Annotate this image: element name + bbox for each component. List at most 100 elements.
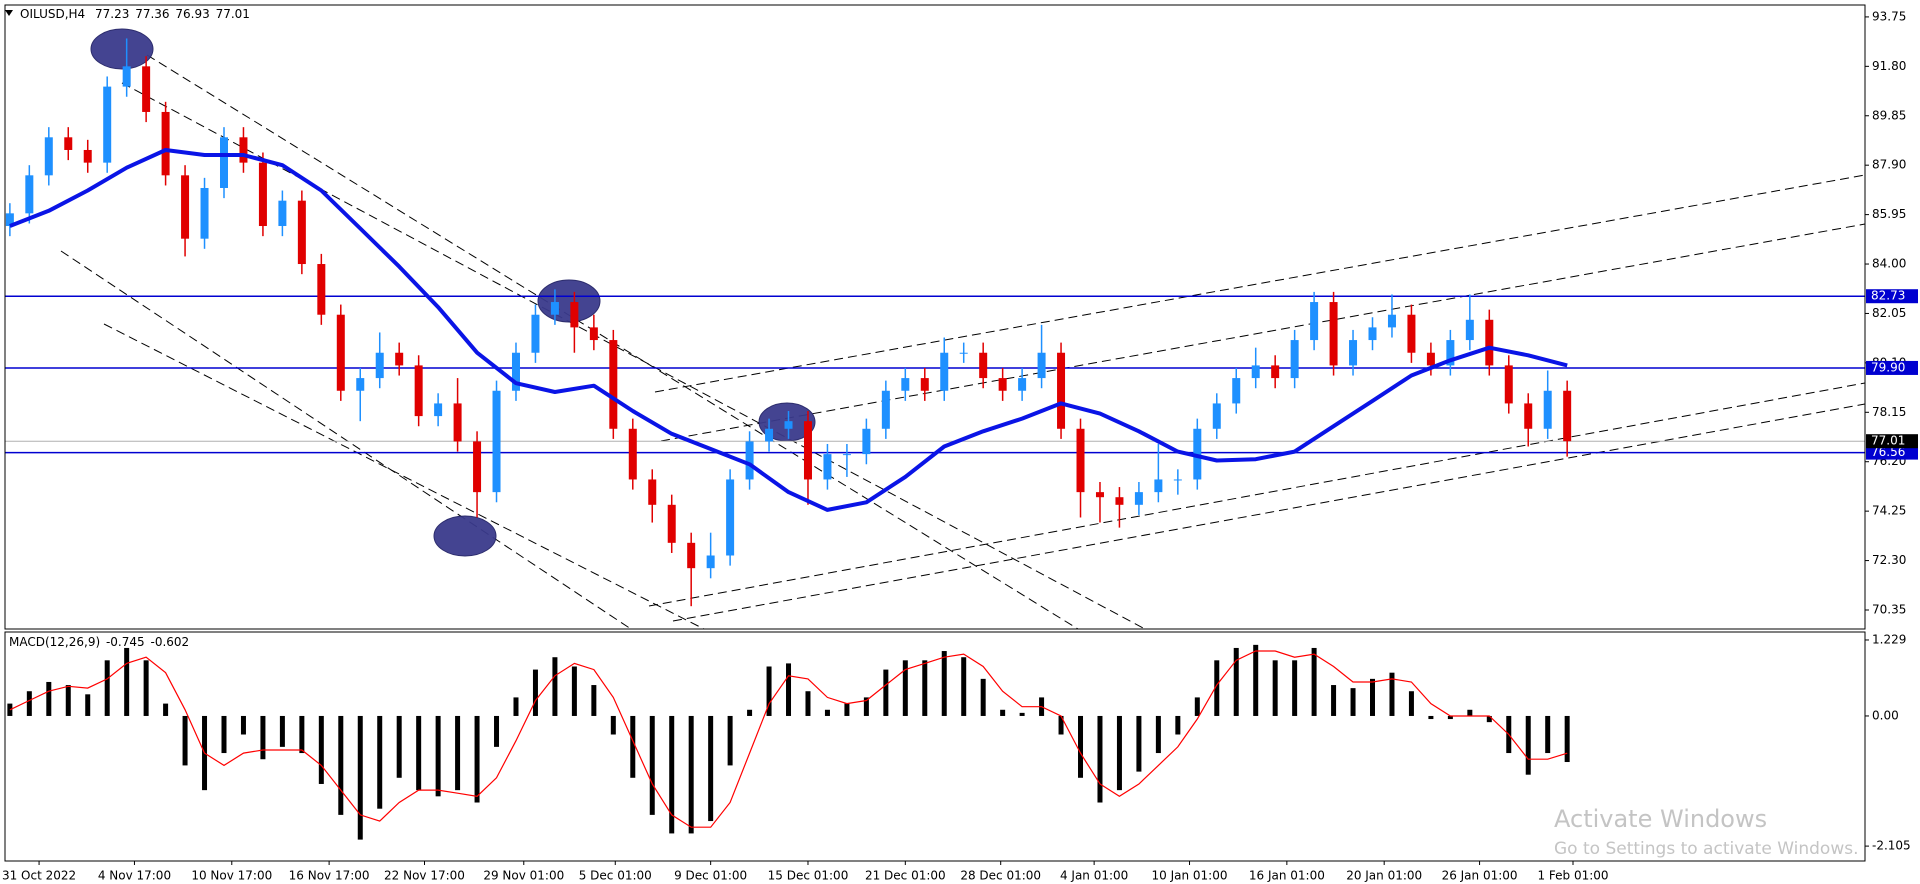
x-tick-label: 9 Dec 01:00	[674, 869, 747, 883]
macd-bar	[649, 715, 655, 815]
last-open: 77.23	[95, 7, 129, 21]
candle-body	[1504, 365, 1513, 404]
watermark-subtitle: Go to Settings to activate Windows.	[1554, 839, 1859, 859]
macd-bar	[1447, 715, 1453, 720]
candle-body	[5, 213, 14, 227]
candle-body	[862, 428, 871, 455]
candle-body	[784, 421, 793, 429]
macd-bar	[1116, 715, 1122, 791]
macd-bar	[552, 657, 558, 716]
macd-bar	[630, 715, 636, 778]
macd-bar	[163, 703, 169, 716]
macd-bar	[1564, 715, 1570, 763]
macd-bar	[669, 715, 675, 834]
macd-bar	[708, 715, 714, 822]
candle-body	[1349, 340, 1358, 366]
level-label-box	[1866, 360, 1918, 375]
candle-body	[628, 428, 637, 480]
candle-body	[1018, 378, 1027, 391]
trend-line	[660, 223, 1865, 442]
macd-bar	[786, 663, 792, 716]
trend-line	[60, 250, 632, 629]
chart-header: OILUSD,H4 77.23 77.36 76.93 77.01	[20, 7, 250, 21]
plot-layer	[5, 38, 1865, 840]
macd-bar	[1350, 688, 1356, 716]
candle-body	[842, 454, 851, 456]
trend-line	[121, 82, 1146, 629]
macd-bar	[1428, 715, 1434, 720]
x-tick-label: 10 Nov 17:00	[191, 869, 272, 883]
macd-bar	[377, 715, 383, 809]
x-tick-label: 16 Jan 01:00	[1249, 869, 1325, 883]
macd-bar	[1525, 715, 1531, 775]
macd-bar	[182, 715, 188, 766]
macd-bar	[26, 691, 32, 716]
macd-bar	[1136, 715, 1142, 772]
candle-body	[550, 302, 559, 315]
candle-body	[1037, 352, 1046, 379]
candle-body	[122, 66, 131, 87]
candle-body	[1543, 390, 1552, 429]
macd-bar	[824, 709, 830, 716]
y-tick-label: 72.30	[1872, 553, 1906, 567]
last-close: 77.01	[216, 7, 250, 21]
drawings	[60, 28, 1865, 629]
candle-body	[492, 390, 501, 493]
macd-y-tick-label: 0.00	[1872, 708, 1899, 722]
macd-bar	[124, 647, 130, 716]
candle-body	[1095, 492, 1104, 498]
macd-bar	[396, 715, 402, 778]
macd-bar	[883, 669, 889, 716]
macd-bar	[260, 715, 266, 760]
trend-line	[103, 323, 705, 629]
macd-bar	[766, 666, 772, 716]
macd-bar	[961, 657, 967, 716]
candle-body	[803, 421, 812, 480]
candle-body	[609, 340, 618, 429]
macd-y-tick-label: 1.229	[1872, 632, 1906, 646]
symbol: OILUSD,H4	[20, 7, 85, 21]
candle-body	[920, 378, 929, 391]
x-tick-label: 10 Jan 01:00	[1152, 869, 1228, 883]
candle-body	[25, 175, 34, 214]
macd-pane-frame	[4, 631, 1866, 862]
macd-bar	[1253, 644, 1259, 716]
y-tick-label: 78.15	[1872, 405, 1906, 419]
candle-body	[200, 187, 209, 239]
x-tick-label: 4 Jan 01:00	[1060, 869, 1128, 883]
y-tick-label: 91.80	[1872, 59, 1906, 73]
macd-bar	[863, 697, 869, 716]
macd-bar	[435, 715, 441, 797]
candle-body	[83, 149, 92, 163]
macd-bar	[1019, 712, 1025, 716]
candle-body	[959, 352, 968, 354]
candle-body	[1271, 365, 1280, 379]
macd-bar	[65, 685, 71, 716]
candle-body	[1134, 492, 1143, 505]
candle-body	[687, 542, 696, 569]
candle-body	[1426, 352, 1435, 366]
candle-body	[1387, 314, 1396, 328]
macd-bar	[299, 715, 305, 754]
x-tick-label: 22 Nov 17:00	[384, 869, 465, 883]
highlight-ellipse	[433, 515, 497, 557]
y-tick-label: 70.35	[1872, 602, 1906, 616]
trend-line	[654, 174, 1865, 393]
candle-body	[726, 479, 735, 556]
macd-bar	[143, 660, 149, 716]
macd-bar	[104, 660, 110, 716]
macd-bar	[1408, 691, 1414, 716]
last-low: 76.93	[175, 7, 209, 21]
candle-body	[1524, 403, 1533, 429]
macd-bar	[1292, 660, 1298, 716]
candle-body	[823, 454, 832, 480]
candle-body	[901, 378, 910, 391]
candle-body	[258, 162, 267, 227]
moving-average	[9, 148, 1568, 512]
candle-body	[434, 403, 443, 417]
candle-body	[570, 302, 579, 328]
trend-line	[672, 403, 1865, 622]
candle-body	[103, 86, 112, 163]
